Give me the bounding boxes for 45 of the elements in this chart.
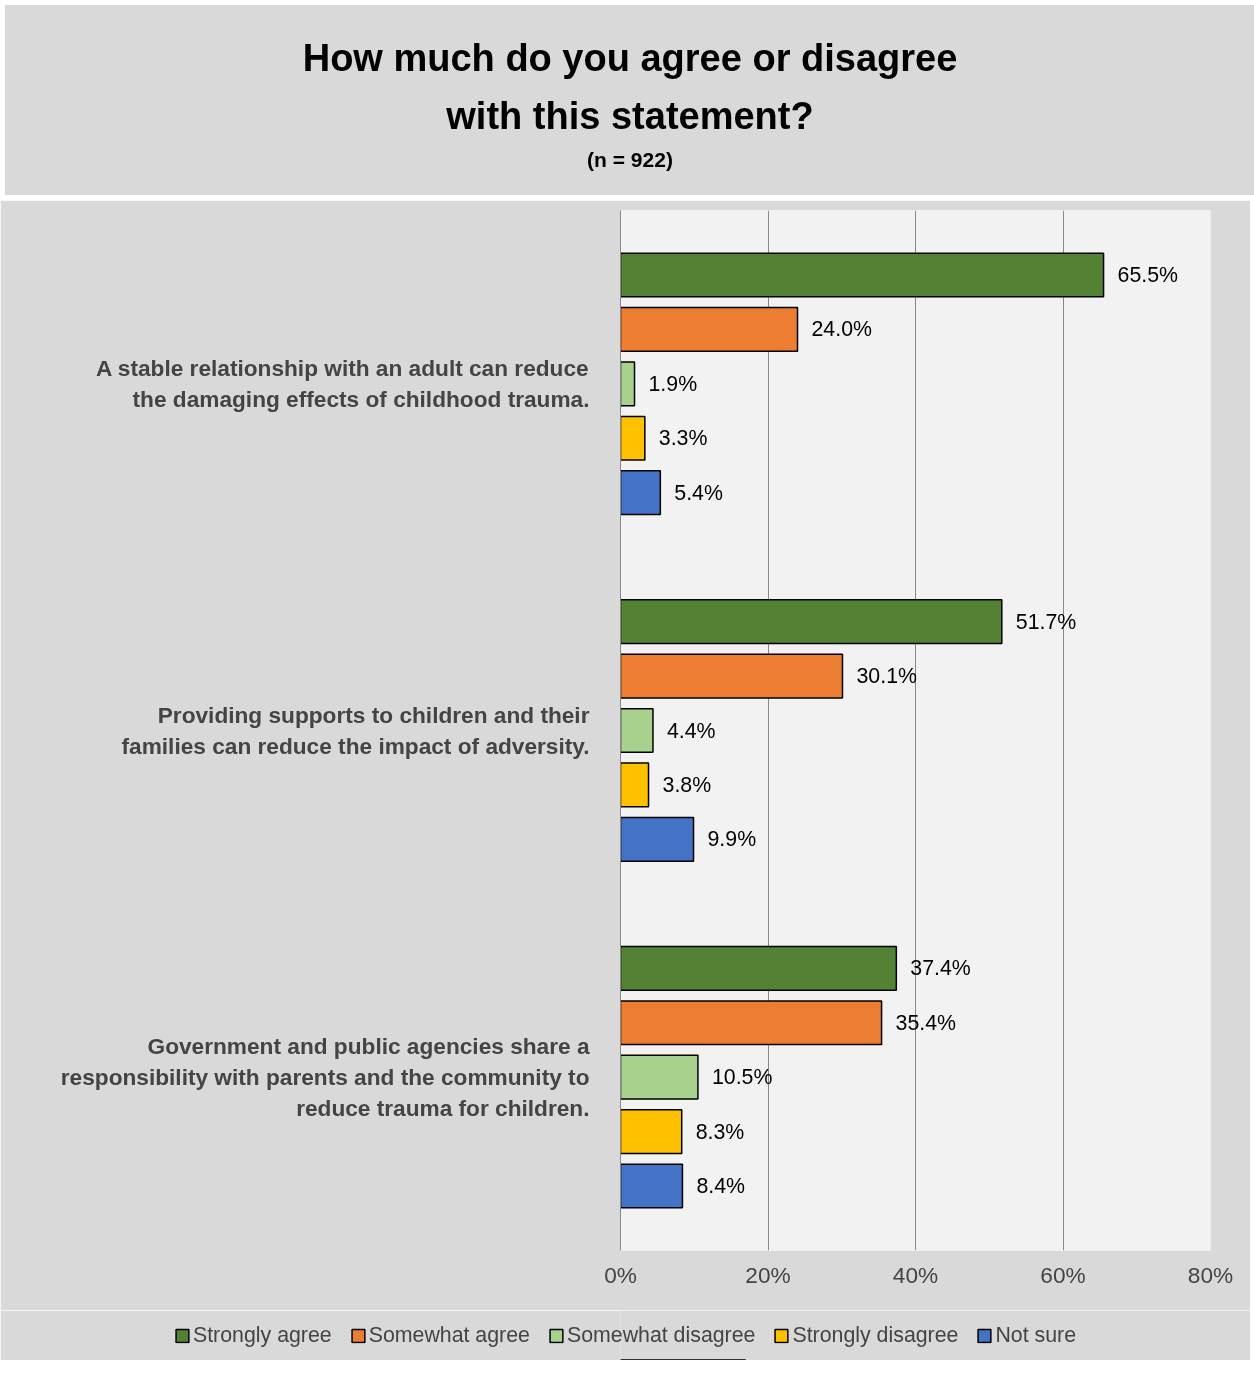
legend-label: Strongly disagree [792, 1322, 959, 1348]
x-tick-label: 0% [604, 1261, 637, 1288]
data-label: 9.9% [707, 827, 757, 852]
data-label: 10.5% [711, 1065, 773, 1090]
bar [620, 361, 636, 407]
bar [620, 599, 1003, 645]
bar [620, 1054, 699, 1100]
x-tick-label: 60% [1040, 1261, 1086, 1288]
data-label: 8.3% [695, 1119, 745, 1144]
bar [620, 1109, 683, 1155]
legend-label: Not sure [995, 1322, 1077, 1348]
y-tick-label: Government and public agencies share a responsibility with parents and the community to reduce trauma for children. [60, 1032, 590, 1122]
y-tick-label: Providing supports to children and their families can reduce the impact of adversity. [121, 701, 590, 760]
data-label: 8.4% [696, 1174, 746, 1199]
data-label: 4.4% [666, 718, 716, 743]
data-label: 51.7% [1015, 609, 1077, 634]
chart-title: How much do you agree or disagree with this statement? [302, 36, 958, 139]
x-tick-label: 20% [745, 1261, 791, 1288]
bar [620, 816, 695, 862]
data-label: 65.5% [1117, 262, 1179, 287]
data-label: 3.8% [662, 772, 712, 797]
y-tick-label: A stable relationship with an adult can reduce the damaging effects of childhood trauma. [96, 355, 590, 413]
chart-subtitle: (n = 922) [586, 147, 674, 173]
data-label: 30.1% [856, 664, 917, 689]
legend-label: Somewhat disagree [566, 1322, 756, 1348]
bar [620, 945, 898, 991]
data-label: 24.0% [811, 317, 873, 342]
legend-label: Strongly agree [192, 1322, 332, 1348]
bar [620, 1163, 684, 1209]
x-tick-label: 40% [892, 1261, 939, 1288]
bar [620, 415, 646, 461]
data-label: 35.4% [895, 1010, 957, 1035]
legend-label: Somewhat agree [368, 1322, 530, 1348]
bar [620, 306, 799, 352]
data-label: 3.3% [658, 426, 708, 451]
bar [620, 707, 654, 754]
data-label: 37.4% [910, 956, 971, 981]
data-label: 1.9% [648, 371, 698, 396]
bar [620, 1000, 883, 1046]
bar [620, 252, 1105, 298]
bar [620, 762, 650, 808]
data-label: 5.4% [674, 480, 723, 505]
bar [620, 470, 662, 516]
bar [620, 653, 844, 699]
x-tick-label: 80% [1187, 1261, 1234, 1288]
